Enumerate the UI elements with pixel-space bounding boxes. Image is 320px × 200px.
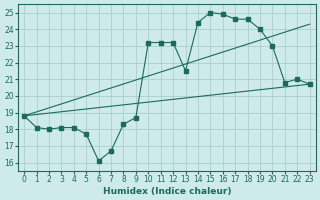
X-axis label: Humidex (Indice chaleur): Humidex (Indice chaleur) (103, 187, 231, 196)
